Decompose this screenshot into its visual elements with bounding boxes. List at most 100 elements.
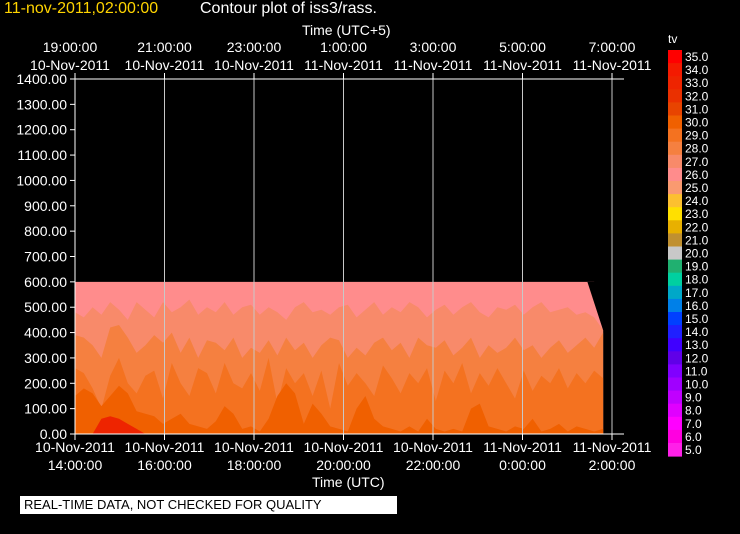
legend-level-label: 18.0 <box>685 273 709 287</box>
data-edge-mask <box>587 281 624 333</box>
top-tick-label-time: 1:00:00 <box>320 39 367 55</box>
legend-level-label: 23.0 <box>685 207 709 221</box>
x-tick-label-date: 10-Nov-2011 <box>35 439 115 455</box>
x-tick-label-time: 22:00:00 <box>406 457 461 473</box>
top-axis-label: Time (UTC+5) <box>302 22 391 38</box>
legend-level-label: 13.0 <box>685 338 709 352</box>
legend-swatch <box>668 63 682 77</box>
legend-level-label: 9.0 <box>685 391 702 405</box>
legend-swatch <box>668 246 682 261</box>
top-tick-label-time: 19:00:00 <box>43 39 98 55</box>
quality-note: REAL-TIME DATA, NOT CHECKED FOR QUALITY <box>20 496 397 514</box>
x-tick-label-time: 14:00:00 <box>48 457 103 473</box>
legend-swatch <box>668 325 682 339</box>
y-tick-label: 200.00 <box>24 375 67 391</box>
legend-level-label: 33.0 <box>685 76 709 90</box>
x-tick-label-date: 10-Nov-2011 <box>304 439 384 455</box>
legend-level-label: 15.0 <box>685 312 709 326</box>
x-tick-label-time: 16:00:00 <box>137 457 192 473</box>
legend-level-label: 34.0 <box>685 63 709 77</box>
legend-swatch <box>668 364 682 378</box>
legend-level-label: 26.0 <box>685 168 709 182</box>
legend-swatch <box>668 403 682 418</box>
x-tick-label-date: 10-Nov-2011 <box>214 439 294 455</box>
legend-swatch <box>668 429 682 444</box>
x-tick-label-time: 20:00:00 <box>316 457 371 473</box>
x-tick-label-date: 11-Nov-2011 <box>573 439 652 455</box>
top-tick-label-date: 11-Nov-2011 <box>483 57 562 73</box>
legend-level-label: 10.0 <box>685 378 709 392</box>
legend-level-label: 19.0 <box>685 260 709 274</box>
legend-swatch <box>668 220 682 234</box>
legend-swatch <box>668 207 682 221</box>
legend-swatch <box>668 181 682 195</box>
legend-swatch <box>668 128 682 143</box>
legend-level-label: 24.0 <box>685 194 709 208</box>
legend-swatch <box>668 390 682 405</box>
legend-level-label: 29.0 <box>685 129 709 143</box>
y-tick-label: 1300.00 <box>16 96 67 112</box>
top-tick-label-time: 5:00:00 <box>499 39 546 55</box>
x-tick-label-date: 10-Nov-2011 <box>125 439 205 455</box>
y-tick-label: 600.00 <box>24 274 67 290</box>
legend-swatch <box>668 50 682 64</box>
y-tick-label: 400.00 <box>24 325 67 341</box>
legend-level-label: 32.0 <box>685 89 709 103</box>
legend-level-label: 35.0 <box>685 50 709 64</box>
top-tick-label-date: 11-Nov-2011 <box>304 57 383 73</box>
top-tick-label-date: 10-Nov-2011 <box>125 57 205 73</box>
legend-level-label: 7.0 <box>685 417 702 431</box>
legend-swatch <box>668 76 682 90</box>
legend-level-label: 11.0 <box>685 364 708 378</box>
legend-level-label: 25.0 <box>685 181 709 195</box>
x-tick-label-date: 11-Nov-2011 <box>483 439 562 455</box>
legend-swatch <box>668 377 682 392</box>
x-tick-label-time: 2:00:00 <box>589 457 636 473</box>
top-tick-label-date: 10-Nov-2011 <box>214 57 294 73</box>
x-tick-label-date: 10-Nov-2011 <box>393 439 473 455</box>
y-tick-label: 1400.00 <box>16 71 67 87</box>
y-tick-label: 500.00 <box>24 299 67 315</box>
legend-swatch <box>668 416 682 431</box>
y-tick-label: 800.00 <box>24 223 67 239</box>
legend-level-label: 21.0 <box>685 233 709 247</box>
legend-swatch <box>668 102 682 116</box>
top-tick-label-date: 11-Nov-2011 <box>394 57 473 73</box>
legend-label: tv <box>668 32 678 46</box>
y-tick-label: 900.00 <box>24 198 67 214</box>
legend-level-label: 17.0 <box>685 286 709 300</box>
legend-swatch <box>668 443 682 457</box>
chart-title: Contour plot of iss3/rass. <box>200 0 377 17</box>
y-tick-label: 100.00 <box>24 401 67 417</box>
legend-level-label: 8.0 <box>685 404 702 418</box>
legend-level-label: 14.0 <box>685 325 709 339</box>
legend-level-label: 28.0 <box>685 142 709 156</box>
legend-swatch <box>668 89 682 103</box>
contour-band <box>75 416 604 434</box>
legend-swatch <box>668 298 682 313</box>
top-tick-label-time: 3:00:00 <box>410 39 457 55</box>
legend-level-label: 22.0 <box>685 220 709 234</box>
legend-level-label: 27.0 <box>685 155 709 169</box>
top-tick-label-date: 10-Nov-2011 <box>30 57 110 73</box>
y-tick-label: 700.00 <box>24 249 67 265</box>
legend-swatch <box>668 141 682 156</box>
legend-level-label: 6.0 <box>685 430 702 444</box>
top-tick-label-time: 21:00:00 <box>137 39 192 55</box>
legend-level-label: 20.0 <box>685 247 709 261</box>
contour-band <box>75 383 604 434</box>
legend-swatch <box>668 194 682 208</box>
x-tick-label-time: 18:00:00 <box>227 457 282 473</box>
top-tick-label-date: 11-Nov-2011 <box>573 57 652 73</box>
legend-swatch <box>668 285 682 300</box>
legend-swatch <box>668 351 682 365</box>
legend-swatch <box>668 233 682 247</box>
header-datetime: 11-nov-2011,02:00:00 <box>4 0 159 17</box>
y-tick-label: 1000.00 <box>16 172 67 188</box>
legend-swatch <box>668 115 682 130</box>
legend-swatch <box>668 259 682 274</box>
top-tick-label-time: 7:00:00 <box>589 39 636 55</box>
y-tick-label: 1200.00 <box>16 122 67 138</box>
legend-level-label: 12.0 <box>685 351 709 365</box>
